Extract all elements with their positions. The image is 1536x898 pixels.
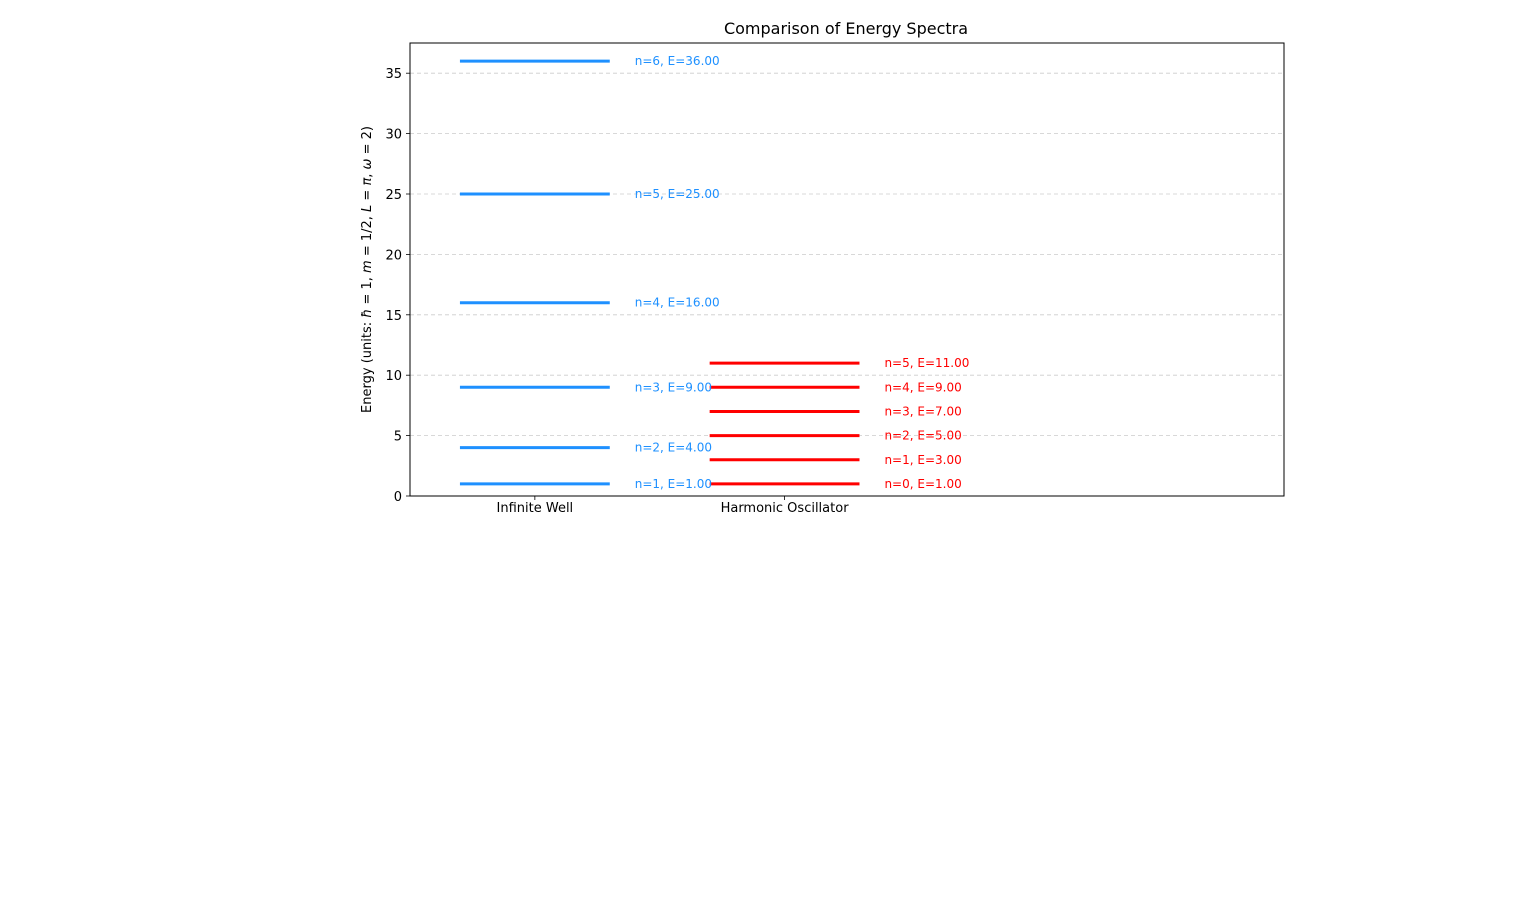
energy-level-label: n=1, E=1.00 xyxy=(635,477,712,491)
energy-level-label: n=3, E=9.00 xyxy=(635,380,712,394)
plot-frame xyxy=(409,42,1285,497)
x-tick-label: Harmonic Oscillator xyxy=(721,501,850,516)
y-axis-label: Energy (units: ħ = 1, m = 1/2, L = π, ω … xyxy=(360,126,375,413)
y-tick-label: 10 xyxy=(385,369,402,384)
y-tick-label: 25 xyxy=(385,188,402,203)
energy-level-label: n=2, E=4.00 xyxy=(635,441,712,455)
chart-title: Comparison of Energy Spectra xyxy=(724,19,968,38)
y-axis: 0 5 10 15 20 25 30 35 xyxy=(385,67,410,505)
level-labels: n=1, E=1.00 n=2, E=4.00 n=3, E=9.00 n=4, E=… xyxy=(635,54,970,491)
y-tick-label: 20 xyxy=(385,248,402,263)
energy-level-label: n=2, E=5.00 xyxy=(884,429,961,443)
y-tick-label: 5 xyxy=(394,430,402,445)
y-tick-label: 0 xyxy=(394,490,402,505)
energy-level-label: n=6, E=36.00 xyxy=(635,54,720,68)
y-tick-label: 35 xyxy=(385,67,402,82)
energy-levels xyxy=(459,59,860,486)
energy-level-label: n=4, E=16.00 xyxy=(635,296,720,310)
y-tick-label: 15 xyxy=(385,309,402,324)
energy-level-label: n=0, E=1.00 xyxy=(884,477,961,491)
grid-lines xyxy=(410,72,1284,437)
energy-level-label: n=3, E=7.00 xyxy=(884,404,961,418)
energy-level-label: n=5, E=25.00 xyxy=(635,187,720,201)
energy-level-label: n=4, E=9.00 xyxy=(884,380,961,394)
energy-level-label: n=5, E=11.00 xyxy=(884,356,969,370)
x-tick-label: Infinite Well xyxy=(497,501,574,516)
x-axis: Infinite Well Harmonic Oscillator xyxy=(497,496,850,516)
y-tick-label: 30 xyxy=(385,128,402,143)
energy-level-label: n=1, E=3.00 xyxy=(884,453,961,467)
